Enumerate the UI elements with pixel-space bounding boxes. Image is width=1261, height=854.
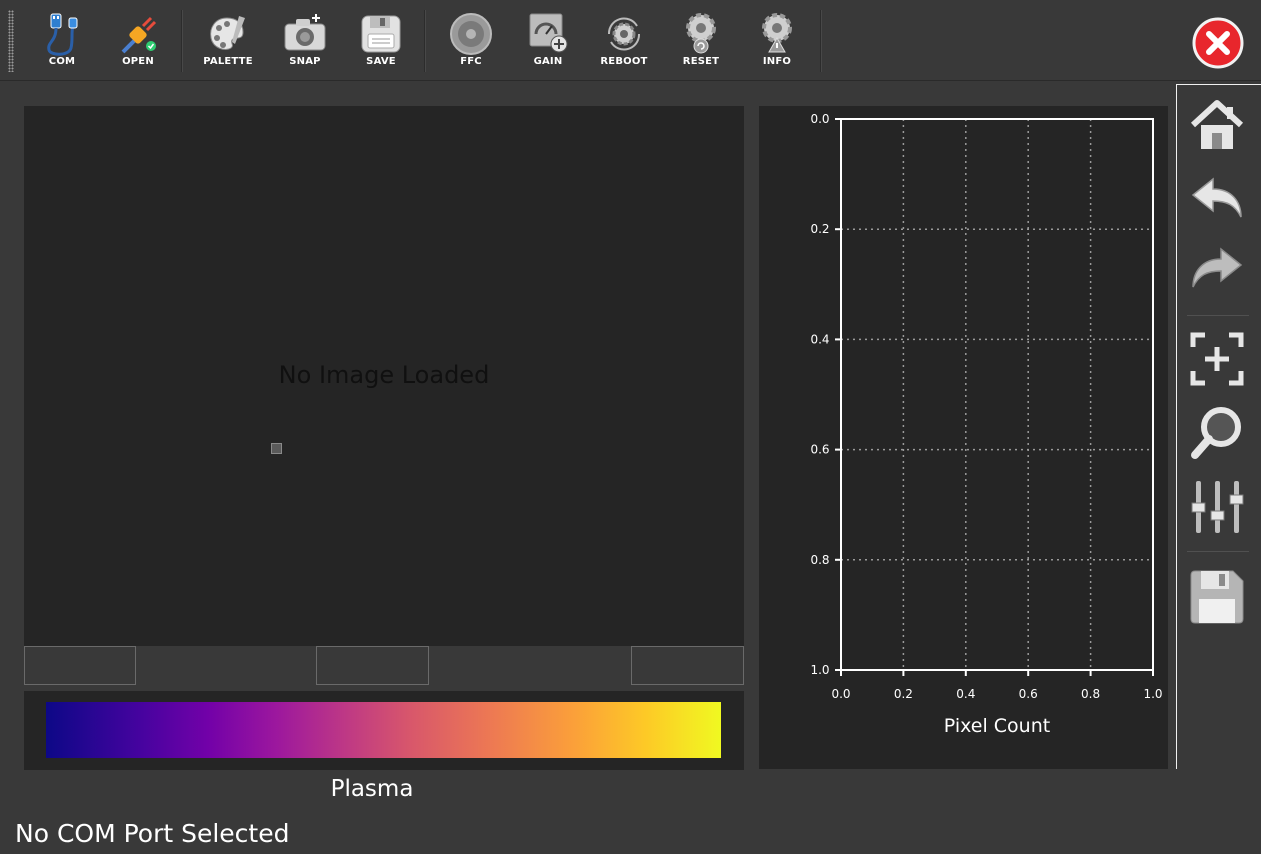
toolbar-separator <box>424 10 426 72</box>
usb-cable-icon <box>47 13 78 56</box>
toolbar-grip[interactable] <box>8 10 14 72</box>
status-message: No COM Port Selected <box>15 819 290 848</box>
image-display[interactable]: No Image Loaded <box>24 106 744 646</box>
floppy-disk-icon <box>361 15 401 53</box>
x-tick-label: 0.2 <box>894 687 913 701</box>
close-icon <box>1192 17 1244 69</box>
back-button[interactable] <box>1187 167 1247 227</box>
gain-gauge-icon <box>529 13 568 53</box>
com-label: COM <box>48 56 76 67</box>
toolbar-divider <box>1187 315 1249 316</box>
back-arrow-icon <box>1191 177 1242 218</box>
pan-button[interactable] <box>1187 329 1247 389</box>
histogram-panel: 0.0 0.2 0.4 0.6 0.8 1.0 0.0 0.2 0.4 0.6 0.8 1.0 Pix… <box>759 106 1168 769</box>
y-tick-label: 0.2 <box>810 222 829 236</box>
histogram-chart[interactable]: 0.0 0.2 0.4 0.6 0.8 1.00.00.20.40.60.81.0 Pix… <box>759 106 1168 769</box>
toolbar-divider <box>1187 551 1249 552</box>
y-tick-label: 1.0 <box>810 663 829 677</box>
zoom-magnifier-icon <box>1191 407 1241 459</box>
info-label: INFO <box>762 56 792 67</box>
y-tick-label: 0.0 <box>810 112 829 126</box>
x-tick-label: 0.6 <box>1019 687 1038 701</box>
control-slot-center[interactable] <box>316 646 429 685</box>
y-tick-label: 0.6 <box>810 443 829 457</box>
no-image-message: No Image Loaded <box>278 361 490 389</box>
palette-name-label: Plasma <box>330 776 414 802</box>
zoom-button[interactable] <box>1187 403 1247 463</box>
y-tick-label: 0.4 <box>810 332 829 346</box>
reset-label: RESET <box>682 56 720 67</box>
open-label: OPEN <box>122 56 154 67</box>
save-figure-button[interactable] <box>1187 567 1247 627</box>
save-button[interactable]: SAVE <box>349 6 413 72</box>
info-button[interactable]: INFO <box>745 6 809 72</box>
save-figure-icon <box>1190 570 1244 624</box>
plug-connect-icon <box>121 16 157 54</box>
x-tick-label: 0.8 <box>1081 687 1100 701</box>
y-tick-label: 0.8 <box>810 553 829 567</box>
info-gear-icon <box>762 13 792 53</box>
home-icon <box>1190 100 1244 149</box>
reboot-button[interactable]: REBOOT <box>592 6 656 72</box>
forward-arrow-icon <box>1192 247 1243 288</box>
reboot-label: REBOOT <box>600 56 648 67</box>
plot-navigation-toolbar <box>1176 84 1261 769</box>
close-button[interactable] <box>1192 17 1244 69</box>
control-slot-left[interactable] <box>24 646 136 685</box>
x-tick-label: 1.0 <box>1143 687 1162 701</box>
control-slot-right[interactable] <box>631 646 744 685</box>
pan-crosshair-icon <box>1190 332 1244 386</box>
x-tick-label: 0.0 <box>831 687 850 701</box>
x-axis-label: Pixel Count <box>944 715 1050 737</box>
crosshair-marker[interactable] <box>271 443 282 454</box>
axes-frame <box>840 118 1154 671</box>
save-label: SAVE <box>366 56 396 67</box>
palette-label: PALETTE <box>203 56 253 67</box>
palette-icon <box>210 16 245 51</box>
com-button[interactable]: COM <box>30 6 94 72</box>
toolbar-separator <box>820 10 822 72</box>
gain-button[interactable]: GAIN <box>516 6 580 72</box>
x-tick-label: 0.4 <box>956 687 975 701</box>
plasma-colorbar <box>46 702 721 758</box>
reset-button[interactable]: RESET <box>669 6 733 72</box>
configure-subplots-button[interactable] <box>1187 477 1247 537</box>
main-toolbar: COM OPEN PALETTE SNAP <box>0 0 1261 81</box>
open-button[interactable]: OPEN <box>106 6 170 72</box>
ffc-button[interactable]: FFC <box>439 6 503 72</box>
snap-label: SNAP <box>289 56 321 67</box>
home-button[interactable] <box>1187 95 1247 155</box>
snap-button[interactable]: SNAP <box>273 6 337 72</box>
gain-label: GAIN <box>533 56 563 67</box>
shutter-icon <box>450 13 492 55</box>
reboot-gear-icon <box>607 17 641 51</box>
palette-button[interactable]: PALETTE <box>196 6 260 72</box>
ffc-label: FFC <box>460 56 482 67</box>
toolbar-separator <box>181 10 183 72</box>
sliders-icon <box>1191 481 1244 533</box>
camera-icon <box>284 14 326 51</box>
forward-button[interactable] <box>1187 237 1247 297</box>
reset-gear-icon <box>686 13 716 54</box>
